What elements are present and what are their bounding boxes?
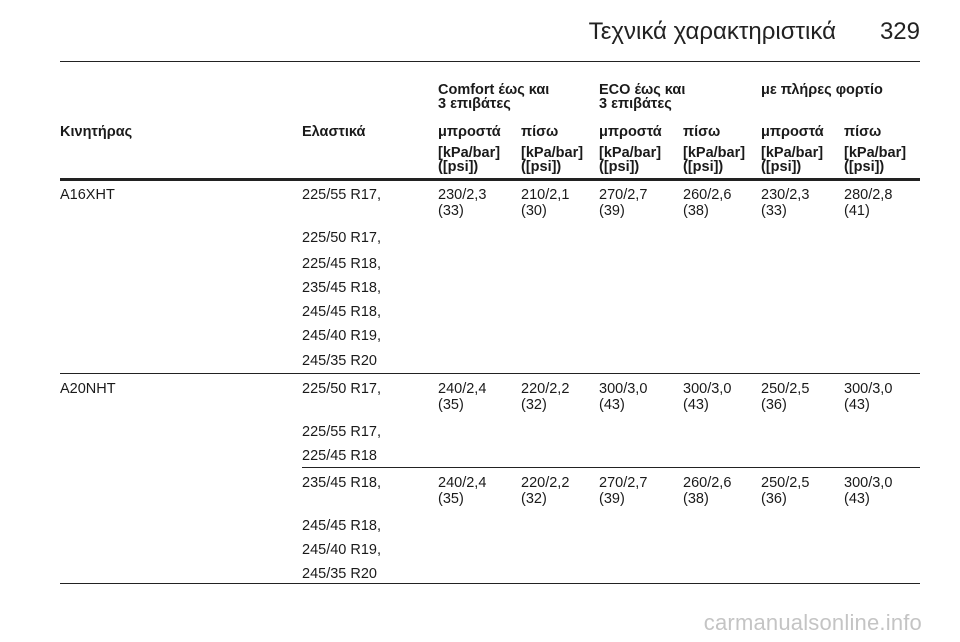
row2-tyre-1: 225/50 R17,: [302, 381, 382, 397]
group-eco-line1: ECO έως και: [599, 82, 686, 98]
col-eco-front: μπροστά: [599, 124, 662, 140]
row3-value-3: 270/2,7: [599, 475, 648, 491]
unit-header-4b: ([psi]): [683, 159, 724, 175]
row1-tyre-6: 245/40 R19,: [302, 328, 382, 344]
col-comfort-front: μπροστά: [438, 124, 501, 140]
unit-header-5: [kPa/bar]: [761, 145, 824, 161]
unit-header-3: [kPa/bar]: [599, 145, 662, 161]
group-eco-line2: 3 επιβάτες: [599, 96, 672, 112]
page-header: Τεχνικά χαρακτηριστικά 329: [589, 18, 920, 46]
group-full-load-line1: με πλήρες φορτίο: [761, 82, 883, 98]
row2-value-3: 300/3,0: [599, 381, 648, 397]
row2-value-4: 300/3,0: [683, 381, 732, 397]
col-tyres: Ελαστικά: [302, 124, 366, 140]
unit-header-6b: ([psi]): [844, 159, 885, 175]
unit-header-5b: ([psi]): [761, 159, 802, 175]
row2-tyre-2: 225/55 R17,: [302, 424, 382, 440]
row2-psi-1: (35): [438, 397, 464, 413]
col-comfort-rear: πίσω: [521, 124, 559, 140]
row3-psi-4: (38): [683, 491, 709, 507]
row2-psi-2: (32): [521, 397, 547, 413]
row2-psi-5: (36): [761, 397, 787, 413]
col-full-rear: πίσω: [844, 124, 882, 140]
row2-value-5: 250/2,5: [761, 381, 810, 397]
row3-psi-1: (35): [438, 491, 464, 507]
row1-value-2: 210/2,1: [521, 187, 570, 203]
watermark: carmanualsonline.info: [703, 610, 922, 635]
col-full-front: μπροστά: [761, 124, 824, 140]
row1-engine: A16XHT: [60, 187, 115, 203]
row2-psi-3: (43): [599, 397, 625, 413]
row3-psi-6: (43): [844, 491, 870, 507]
row1-value-1: 230/2,3: [438, 187, 487, 203]
unit-header-2: [kPa/bar]: [521, 145, 584, 161]
col-engine: Κινητήρας: [60, 124, 133, 140]
row1-divider: [60, 373, 920, 374]
unit-header-3b: ([psi]): [599, 159, 640, 175]
row3-value-2: 220/2,2: [521, 475, 570, 491]
row3-value-4: 260/2,6: [683, 475, 732, 491]
row1-value-4: 260/2,6: [683, 187, 732, 203]
row2-value-2: 220/2,2: [521, 381, 570, 397]
row3-value-1: 240/2,4: [438, 475, 487, 491]
group-comfort-line2: 3 επιβάτες: [438, 96, 511, 112]
unit-header-2b: ([psi]): [521, 159, 562, 175]
row2-value-6: 300/3,0: [844, 381, 893, 397]
row2-value-1: 240/2,4: [438, 381, 487, 397]
row1-value-5: 230/2,3: [761, 187, 810, 203]
row1-tyre-4: 235/45 R18,: [302, 280, 382, 296]
row3-psi-2: (32): [521, 491, 547, 507]
row1-psi-1: (33): [438, 203, 464, 219]
unit-header-1b: ([psi]): [438, 159, 479, 175]
row3-tyre-1: 235/45 R18,: [302, 475, 382, 491]
row1-tyre-1: 225/55 R17,: [302, 187, 382, 203]
row1-psi-4: (38): [683, 203, 709, 219]
col-eco-rear: πίσω: [683, 124, 721, 140]
row3-tyre-4: 245/35 R20: [302, 566, 377, 582]
unit-header-1: [kPa/bar]: [438, 145, 501, 161]
page-title: Τεχνικά χαρακτηριστικά: [588, 18, 836, 45]
row1-tyre-5: 245/45 R18,: [302, 304, 382, 320]
row3-value-6: 300/3,0: [844, 475, 893, 491]
row3-tyre-2: 245/45 R18,: [302, 518, 382, 534]
unit-header-6: [kPa/bar]: [844, 145, 907, 161]
row2-engine: A20NHT: [60, 381, 116, 397]
row1-value-3: 270/2,7: [599, 187, 648, 203]
row1-psi-2: (30): [521, 203, 547, 219]
row2-tyre-3: 225/45 R18: [302, 448, 377, 464]
row3-value-5: 250/2,5: [761, 475, 810, 491]
unit-header-4: [kPa/bar]: [683, 145, 746, 161]
row3-psi-3: (39): [599, 491, 625, 507]
page-number: 329: [879, 18, 920, 45]
header-rule: [60, 178, 920, 181]
row2-psi-6: (43): [844, 397, 870, 413]
row2-divider: [302, 467, 920, 468]
row1-psi-5: (33): [761, 203, 787, 219]
group-comfort-line1: Comfort έως και: [438, 82, 550, 98]
row1-psi-6: (41): [844, 203, 870, 219]
row1-tyre-7: 245/35 R20: [302, 353, 377, 369]
row3-tyre-3: 245/40 R19,: [302, 542, 382, 558]
bottom-rule: [60, 583, 920, 584]
top-rule: [60, 61, 920, 62]
row1-value-6: 280/2,8: [844, 187, 893, 203]
row1-tyre-3: 225/45 R18,: [302, 256, 382, 272]
row1-tyre-2: 225/50 R17,: [302, 230, 382, 246]
row1-psi-3: (39): [599, 203, 625, 219]
row3-psi-5: (36): [761, 491, 787, 507]
row2-psi-4: (43): [683, 397, 709, 413]
